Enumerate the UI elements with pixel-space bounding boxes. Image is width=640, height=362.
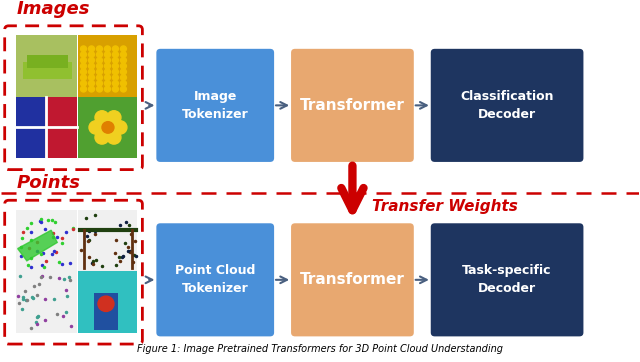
FancyBboxPatch shape	[15, 97, 77, 158]
Circle shape	[81, 80, 86, 86]
Circle shape	[120, 52, 127, 58]
Circle shape	[113, 63, 118, 69]
Text: Figure 1: Image Pretrained Transformers for 3D Point Cloud Understanding: Figure 1: Image Pretrained Transformers …	[137, 344, 503, 354]
Circle shape	[97, 58, 102, 63]
Circle shape	[104, 80, 111, 86]
Circle shape	[120, 69, 127, 75]
FancyBboxPatch shape	[156, 223, 274, 336]
FancyBboxPatch shape	[94, 293, 118, 330]
Text: Point Cloud
Tokenizer: Point Cloud Tokenizer	[175, 264, 255, 295]
Polygon shape	[18, 230, 57, 261]
Circle shape	[120, 46, 127, 52]
Circle shape	[88, 46, 95, 52]
Circle shape	[89, 121, 103, 134]
Circle shape	[88, 75, 95, 80]
Circle shape	[104, 46, 111, 52]
Circle shape	[113, 52, 118, 58]
FancyBboxPatch shape	[15, 210, 77, 271]
FancyBboxPatch shape	[77, 97, 138, 158]
Text: Task-specific
Decoder: Task-specific Decoder	[462, 264, 552, 295]
Circle shape	[81, 86, 86, 92]
Circle shape	[102, 122, 114, 133]
Circle shape	[88, 63, 95, 69]
Circle shape	[113, 75, 118, 80]
Polygon shape	[15, 97, 45, 158]
Circle shape	[104, 63, 111, 69]
Text: Transformer: Transformer	[300, 272, 405, 287]
Circle shape	[107, 111, 121, 124]
Circle shape	[97, 86, 102, 92]
FancyBboxPatch shape	[77, 210, 138, 271]
Circle shape	[81, 58, 86, 63]
Circle shape	[88, 80, 95, 86]
Text: Classification
Decoder: Classification Decoder	[460, 90, 554, 121]
FancyBboxPatch shape	[291, 49, 414, 162]
FancyBboxPatch shape	[15, 271, 77, 333]
Circle shape	[120, 63, 127, 69]
Circle shape	[88, 69, 95, 75]
Text: Transfer Weights: Transfer Weights	[372, 199, 518, 214]
Polygon shape	[27, 55, 68, 68]
Circle shape	[97, 75, 102, 80]
Text: Points: Points	[17, 174, 81, 192]
FancyBboxPatch shape	[431, 49, 584, 162]
Circle shape	[104, 86, 111, 92]
Circle shape	[97, 63, 102, 69]
Circle shape	[88, 86, 95, 92]
FancyBboxPatch shape	[291, 223, 414, 336]
Circle shape	[113, 46, 118, 52]
Circle shape	[97, 52, 102, 58]
Circle shape	[120, 86, 127, 92]
Text: Images: Images	[17, 0, 90, 18]
Text: Transformer: Transformer	[300, 98, 405, 113]
Circle shape	[95, 131, 109, 144]
FancyBboxPatch shape	[77, 271, 138, 333]
Circle shape	[97, 46, 102, 52]
Circle shape	[81, 69, 86, 75]
Circle shape	[81, 63, 86, 69]
FancyBboxPatch shape	[431, 223, 584, 336]
FancyBboxPatch shape	[77, 35, 138, 97]
FancyBboxPatch shape	[15, 35, 77, 97]
Circle shape	[113, 86, 118, 92]
Circle shape	[113, 80, 118, 86]
Circle shape	[97, 80, 102, 86]
Circle shape	[120, 58, 127, 63]
Circle shape	[88, 58, 95, 63]
Circle shape	[88, 52, 95, 58]
Circle shape	[107, 131, 121, 144]
Polygon shape	[22, 62, 72, 80]
Circle shape	[98, 296, 114, 311]
Circle shape	[104, 58, 111, 63]
Circle shape	[81, 46, 86, 52]
Circle shape	[113, 121, 127, 134]
Circle shape	[113, 69, 118, 75]
Circle shape	[113, 58, 118, 63]
Circle shape	[81, 75, 86, 80]
FancyBboxPatch shape	[156, 49, 274, 162]
Circle shape	[104, 75, 111, 80]
Circle shape	[104, 69, 111, 75]
Circle shape	[104, 52, 111, 58]
Circle shape	[95, 111, 109, 124]
Circle shape	[120, 80, 127, 86]
Circle shape	[81, 52, 86, 58]
Circle shape	[120, 75, 127, 80]
Circle shape	[97, 69, 102, 75]
Text: Image
Tokenizer: Image Tokenizer	[182, 90, 248, 121]
